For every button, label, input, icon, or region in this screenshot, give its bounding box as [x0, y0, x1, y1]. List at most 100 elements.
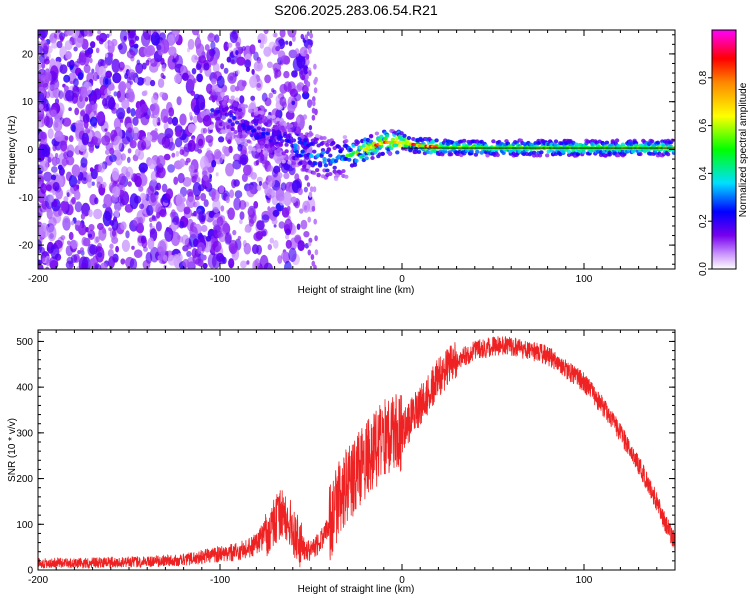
noise-blob [306, 182, 311, 187]
signal-cell [303, 138, 308, 143]
signal-cell [491, 139, 496, 144]
noise-blob [80, 213, 86, 220]
signal-cell [266, 128, 272, 133]
noise-blob [64, 40, 73, 51]
noise-blob [66, 30, 72, 36]
noise-blob [129, 258, 138, 269]
noise-blob [167, 116, 173, 125]
signal-cell [301, 160, 307, 165]
noise-blob [108, 256, 115, 269]
noise-blob [179, 158, 186, 168]
noise-blob [112, 186, 121, 198]
signal-cell [355, 140, 361, 145]
noise-blob [74, 201, 83, 213]
spectrogram-y-ticks: -20 -10 0 10 20 [19, 34, 675, 265]
noise-blob [121, 166, 128, 176]
signal-cell [283, 122, 288, 127]
noise-blob [156, 155, 166, 168]
noise-blob [266, 61, 273, 69]
noise-blob [204, 44, 210, 51]
noise-blob [41, 255, 46, 262]
noise-blob [105, 53, 109, 58]
signal-cell [296, 130, 301, 135]
noise-blob [233, 179, 240, 187]
noise-blob [68, 107, 72, 112]
noise-blob [50, 174, 57, 181]
noise-blob [306, 58, 310, 65]
noise-blob [256, 83, 262, 88]
signal-cell [323, 163, 329, 168]
noise-blob [173, 176, 179, 185]
signal-cell [649, 139, 655, 144]
signal-cell [253, 106, 259, 111]
signal-cell [322, 157, 327, 161]
noise-blob [69, 64, 74, 71]
signal-cell [278, 126, 283, 131]
signal-cell [610, 139, 615, 144]
noise-blob [177, 172, 185, 184]
signal-cell [475, 149, 480, 154]
noise-blob [276, 193, 285, 202]
noise-blob [184, 160, 189, 166]
noise-blob [312, 100, 316, 107]
noise-blob [56, 40, 63, 49]
noise-blob [98, 162, 106, 173]
signal-cell [336, 145, 342, 149]
noise-blob [152, 30, 157, 36]
noise-blob [216, 216, 224, 227]
noise-blob [83, 177, 87, 181]
noise-blob [102, 60, 109, 69]
signal-cell [300, 134, 305, 139]
noise-blob [97, 58, 105, 68]
noise-blob [47, 128, 54, 140]
noise-blob [235, 86, 240, 92]
noise-blob [264, 186, 272, 197]
noise-blob [227, 207, 235, 220]
signal-cell [211, 91, 216, 96]
noise-blob [136, 59, 141, 66]
noise-blob [101, 181, 107, 189]
noise-blob [60, 200, 69, 212]
signal-cell [287, 128, 292, 133]
snr-y-axis-label: SNR (10 * v/v) [7, 418, 18, 482]
noise-blob [141, 237, 148, 249]
noise-blob [107, 249, 114, 258]
noise-blob [111, 236, 119, 244]
noise-blob [88, 233, 93, 238]
noise-blob [180, 65, 186, 75]
noise-blob [148, 217, 153, 223]
noise-blob [285, 228, 291, 236]
signal-cell [638, 152, 643, 157]
signal-cell [227, 119, 232, 123]
noise-blob [127, 30, 137, 45]
noise-blob [171, 152, 176, 158]
signal-cell [243, 142, 248, 147]
noise-blob [302, 91, 310, 100]
noise-blob [202, 262, 208, 269]
noise-blob [279, 30, 286, 38]
noise-blob [115, 245, 119, 253]
noise-blob [133, 195, 142, 204]
noise-blob [118, 173, 127, 186]
noise-blob [70, 220, 75, 226]
noise-blob [50, 179, 55, 184]
noise-blob [257, 39, 262, 43]
signal-cell [301, 164, 307, 169]
noise-blob [249, 44, 256, 55]
signal-cell [259, 140, 265, 145]
noise-blob [111, 58, 121, 73]
noise-blob [73, 78, 79, 87]
noise-blob [171, 209, 176, 217]
noise-blob [235, 41, 241, 49]
noise-blob [133, 43, 139, 49]
signal-cell [300, 149, 305, 154]
x-tick-label: 100 [576, 575, 593, 586]
noise-blob [127, 181, 132, 187]
noise-blob [255, 230, 264, 240]
signal-cell [294, 150, 299, 155]
colorbar-ticks: 0.0 0.2 0.4 0.6 0.8 [698, 70, 712, 276]
x-tick-label: -100 [210, 274, 230, 285]
noise-blob [126, 106, 131, 114]
noise-blob [225, 163, 235, 177]
signal-cell [245, 121, 250, 126]
